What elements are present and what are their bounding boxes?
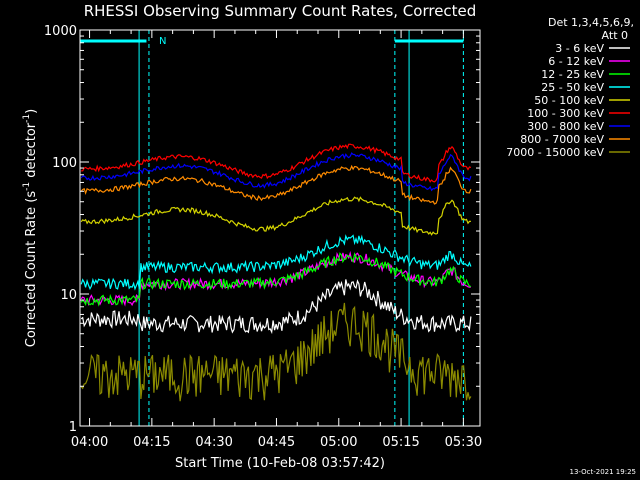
night-marker: N — [159, 36, 166, 47]
y-label-sup2: -1 — [22, 114, 32, 123]
y-tick-label: 10 — [60, 288, 77, 303]
legend-label: 800 - 7000 keV — [520, 133, 604, 146]
plot-frame — [79, 29, 481, 427]
legend-label: 300 - 800 keV — [527, 120, 604, 133]
x-tick-label: 04:30 — [195, 435, 232, 450]
x-tick-label: 05:00 — [320, 435, 357, 450]
y-axis: 1 10 100 1000 — [44, 24, 480, 435]
series-line — [80, 234, 472, 291]
plot-area: 04:00 04:15 04:30 04:45 05:00 05:15 05:30 1101… — [44, 24, 482, 450]
y-tick-label: 1 — [69, 420, 77, 435]
legend-label: 12 - 25 keV — [541, 68, 604, 81]
series-line — [80, 196, 471, 236]
legend-label: 7000 - 15000 keV — [506, 146, 604, 159]
x-tick-label: 05:15 — [382, 435, 419, 450]
legend-header-1: Det 1,3,4,5,6,9, — [548, 16, 634, 29]
x-tick-label: 04:15 — [133, 435, 170, 450]
legend-header-2: Att 0 — [602, 29, 628, 42]
legend-label: 50 - 100 keV — [534, 94, 604, 107]
series-line — [80, 164, 472, 205]
legend-label: 100 - 300 keV — [527, 107, 604, 120]
x-tick-label: 05:30 — [445, 435, 482, 450]
series-line — [80, 279, 472, 335]
x-tick-label: 04:00 — [71, 435, 108, 450]
series-line — [81, 143, 472, 183]
x-tick-label: 04:45 — [258, 435, 295, 450]
y-axis-label: Corrected Count Rate (s-1 detector-1) — [22, 109, 39, 347]
series-line — [80, 252, 471, 307]
series-line — [80, 302, 472, 402]
legend-label: 25 - 50 keV — [541, 81, 604, 94]
chart-title: RHESSI Observing Summary Count Rates, Co… — [84, 2, 477, 20]
legend-label: 3 - 6 keV — [555, 42, 604, 55]
x-axis: 04:00 04:15 04:30 04:45 05:00 05:15 05:30 — [71, 30, 482, 450]
timestamp: 13-Oct-2021 19:25 — [570, 468, 636, 476]
series-line — [80, 152, 472, 192]
y-tick-label: 100 — [52, 156, 77, 171]
y-tick-label: 1000 — [44, 24, 77, 39]
x-axis-label: Start Time (10-Feb-08 03:57:42) — [175, 456, 385, 471]
y-label-sup1: -1 — [22, 182, 32, 191]
saa-overlay — [80, 30, 464, 426]
series-layer — [80, 143, 472, 402]
legend-label: 6 - 12 keV — [548, 55, 604, 68]
